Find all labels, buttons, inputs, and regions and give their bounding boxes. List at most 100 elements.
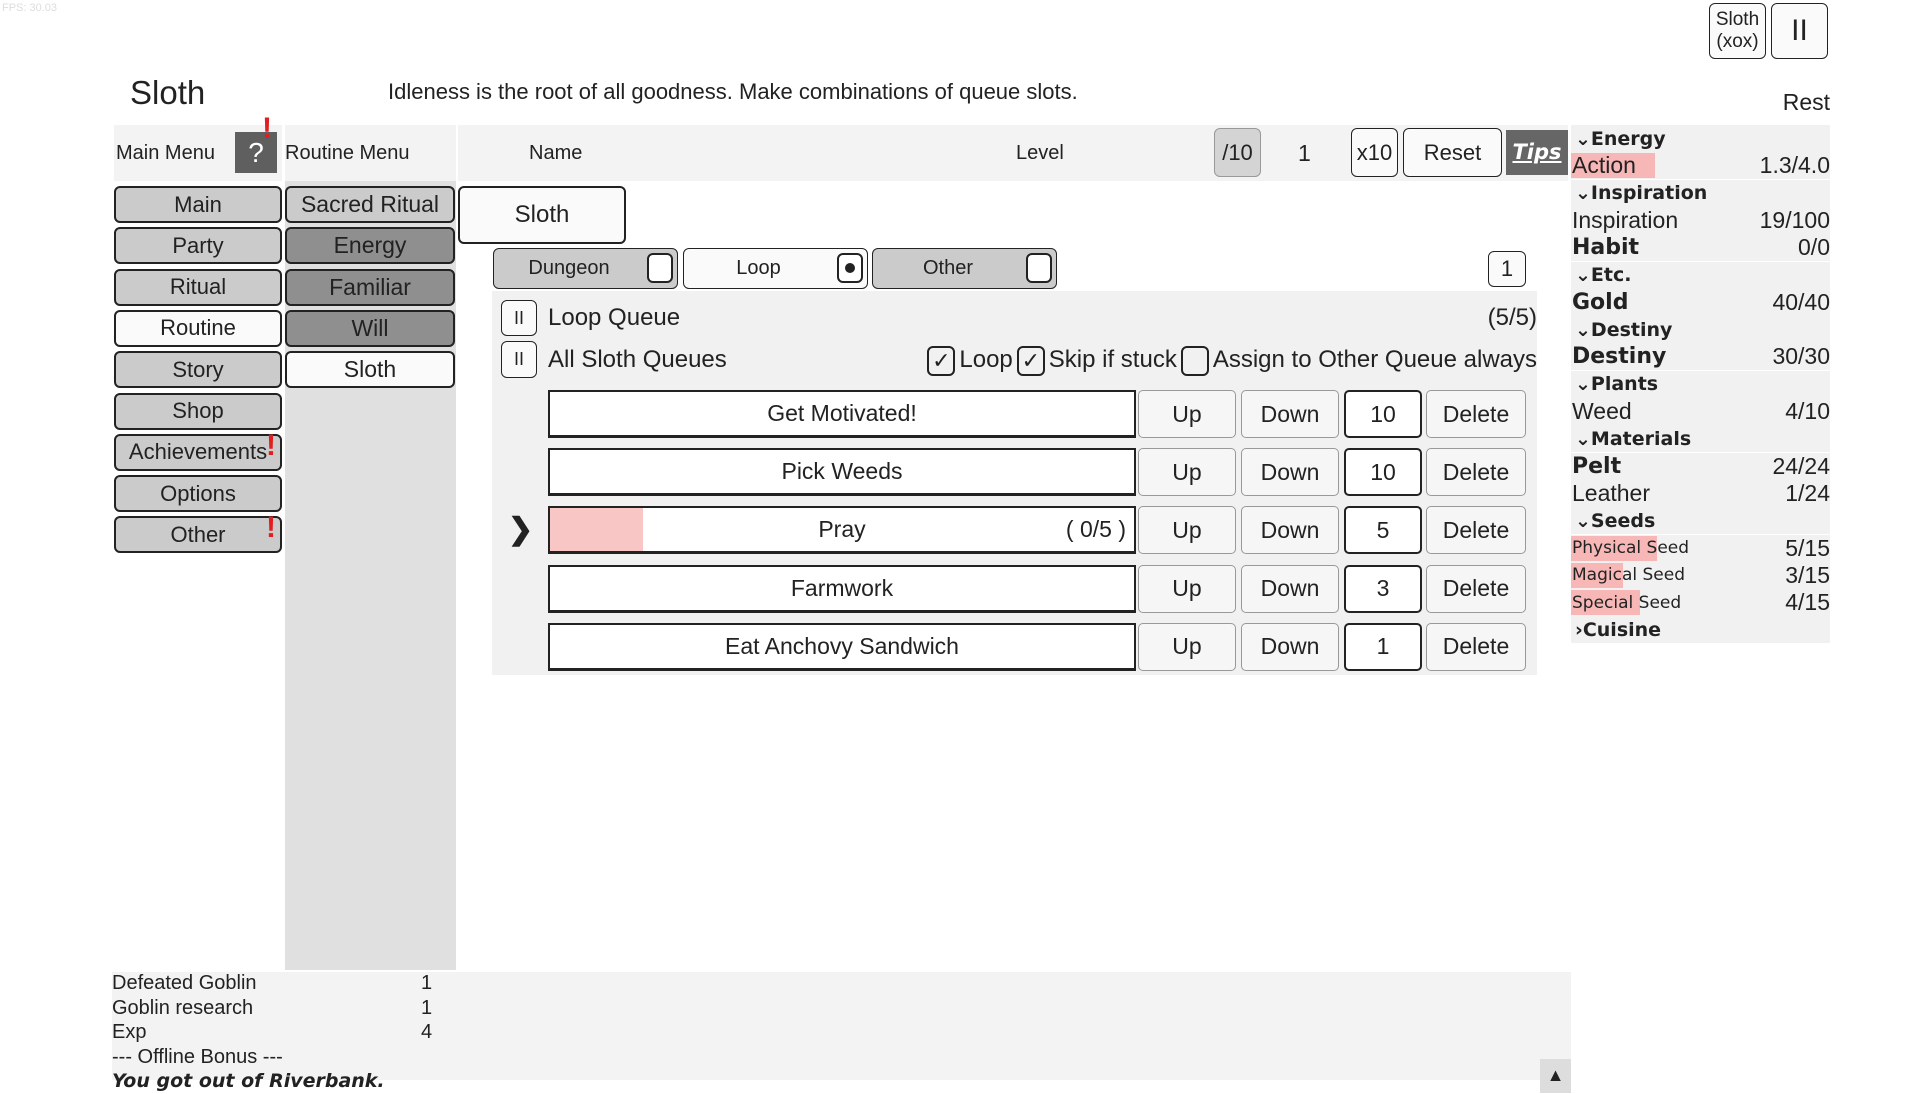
queue-type-dungeon[interactable]: Dungeon <box>493 248 678 289</box>
resource-value: 1.3/4.0 <box>1759 152 1830 179</box>
queue-down-button[interactable]: Down <box>1241 390 1339 438</box>
resource-label: Pelt <box>1572 453 1622 479</box>
resource-fill-bar <box>1571 562 1623 588</box>
main-menu-item-other[interactable]: Other <box>114 516 282 554</box>
resource-value: 1/24 <box>1785 479 1830 506</box>
resource-label: ⌄Materials <box>1575 427 1692 450</box>
times-10-button[interactable]: x10 <box>1351 128 1398 177</box>
queue-item-name[interactable]: Eat Anchovy Sandwich <box>548 622 1136 671</box>
routine-menu-item-energy[interactable]: Energy <box>285 227 455 265</box>
resource-label: Gold <box>1572 289 1629 315</box>
queue-up-button[interactable]: Up <box>1138 506 1236 555</box>
routine-menu-item-familiar[interactable]: Familiar <box>285 268 455 306</box>
reset-button[interactable]: Reset <box>1403 128 1502 177</box>
main-menu-item-options[interactable]: Options <box>114 475 282 513</box>
resource-value: 40/40 <box>1772 288 1830 315</box>
queue-item-name[interactable]: Pick Weeds <box>548 448 1136 497</box>
divide-10-button[interactable]: /10 <box>1214 128 1261 177</box>
queue-item-name[interactable]: Get Motivated! <box>548 390 1136 438</box>
queue-delete-button[interactable]: Delete <box>1426 622 1526 671</box>
all-queues-pause-button[interactable]: II <box>501 341 537 378</box>
queue-row: Farmwork Up Down 3 Delete <box>492 560 1537 617</box>
log-panel[interactable] <box>112 972 1571 1080</box>
log-line: --- Offline Bonus --- <box>112 1045 532 1070</box>
pause-button[interactable]: II <box>1771 3 1828 59</box>
queue-count-input[interactable]: 3 <box>1344 564 1422 613</box>
skip-if-stuck-checkbox[interactable]: ✓ <box>1016 346 1045 376</box>
queue-item-name[interactable]: Farmwork <box>548 564 1136 613</box>
queue-item-name[interactable]: Pray ( 0/5 ) <box>548 506 1136 555</box>
main-menu-item-story[interactable]: Story <box>114 351 282 389</box>
queue-up-button[interactable]: Up <box>1138 448 1236 497</box>
main-menu-item-achievements[interactable]: Achievements <box>114 433 282 471</box>
queue-up-button[interactable]: Up <box>1138 622 1236 671</box>
queue-delete-button[interactable]: Delete <box>1426 564 1526 613</box>
resource-item-inspiration: Inspiration 19/100 <box>1571 206 1830 234</box>
skip-if-stuck-label: Skip if stuck <box>1048 346 1177 374</box>
main-menu-item-party[interactable]: Party <box>114 227 282 265</box>
log-value: 1 <box>421 972 433 994</box>
main-menu-item-ritual[interactable]: Ritual <box>114 268 282 306</box>
log-line: Exp 4 <box>112 1020 532 1045</box>
queue-delete-button[interactable]: Delete <box>1426 448 1526 497</box>
resource-label: Weed <box>1572 398 1632 424</box>
resource-header-seeds[interactable]: ⌄Seeds <box>1571 507 1830 535</box>
routine-menu-item-sloth[interactable]: Sloth <box>285 351 455 389</box>
main-menu-item-shop[interactable]: Shop <box>114 392 282 430</box>
main-menu-item-label: Story <box>172 356 224 382</box>
queue-count-input[interactable]: 10 <box>1344 448 1422 497</box>
routine-menu-item-sacred-ritual[interactable]: Sacred Ritual <box>285 186 455 223</box>
sloth-mode-line1: Sloth <box>1715 9 1760 30</box>
routine-menu-item-label: Familiar <box>329 273 411 300</box>
queue-delete-button[interactable]: Delete <box>1426 506 1526 555</box>
queue-item-label: Pray <box>818 516 866 543</box>
resource-value: 3/15 <box>1785 561 1830 588</box>
assign-other-queue-checkbox[interactable] <box>1180 346 1209 376</box>
resource-header-etc[interactable]: ⌄Etc. <box>1571 261 1830 289</box>
loop-queue-label: Loop Queue <box>548 304 681 331</box>
resource-header-cuisine[interactable]: ›Cuisine <box>1571 616 1830 644</box>
queue-up-button[interactable]: Up <box>1138 390 1236 438</box>
queue-number-button[interactable]: 1 <box>1488 251 1526 287</box>
sloth-mode-button[interactable]: Sloth (xox) <box>1709 3 1766 59</box>
loop-checkbox[interactable]: ✓ <box>927 346 956 376</box>
help-button[interactable]: ? <box>235 132 277 173</box>
resource-header-destiny[interactable]: ⌄Destiny <box>1571 316 1830 344</box>
resource-header-materials[interactable]: ⌄Materials <box>1571 425 1830 453</box>
help-alert-icon: ! <box>262 112 272 145</box>
queue-delete-button[interactable]: Delete <box>1426 390 1526 438</box>
routine-menu-item-will[interactable]: Will <box>285 309 455 347</box>
log-label: You got out of Riverbank. <box>112 1070 385 1092</box>
main-menu-item-routine[interactable]: Routine <box>114 309 282 347</box>
tips-button[interactable]: Tips <box>1506 130 1568 175</box>
resource-value: 30/30 <box>1772 343 1830 370</box>
resource-header-inspiration[interactable]: ⌄Inspiration <box>1571 179 1830 207</box>
page-title: Sloth <box>130 74 206 111</box>
resource-header-energy[interactable]: ⌄Energy <box>1571 125 1830 152</box>
queue-down-button[interactable]: Down <box>1241 448 1339 497</box>
queue-count-input[interactable]: 10 <box>1344 390 1422 438</box>
main-menu-item-label: Ritual <box>169 274 227 300</box>
queue-count-input[interactable]: 1 <box>1344 622 1422 671</box>
scroll-up-button[interactable]: ▲ <box>1540 1059 1571 1093</box>
queue-count-input[interactable]: 5 <box>1344 506 1422 555</box>
resource-label: ⌄Plants <box>1575 373 1659 396</box>
queue-down-button[interactable]: Down <box>1241 564 1339 613</box>
resource-label: Inspiration <box>1572 206 1679 233</box>
queue-type-other[interactable]: Other <box>872 248 1057 289</box>
resource-fill-bar <box>1571 153 1656 179</box>
main-menu-item-main[interactable]: Main <box>114 186 282 223</box>
main-menu-label: Main Menu <box>116 142 215 164</box>
resource-header-plants[interactable]: ⌄Plants <box>1571 370 1830 398</box>
routine-menu-header: Routine Menu <box>285 125 456 181</box>
resource-fill-bar <box>1571 590 1641 616</box>
loop-queue-pause-button[interactable]: II <box>501 300 537 336</box>
queue-type-loop[interactable]: Loop <box>682 248 868 289</box>
queue-down-button[interactable]: Down <box>1241 506 1339 555</box>
level-column-header: Level <box>1016 142 1064 164</box>
tab-sloth[interactable]: Sloth <box>458 186 626 244</box>
queue-up-button[interactable]: Up <box>1138 564 1236 613</box>
queue-down-button[interactable]: Down <box>1241 622 1339 671</box>
routine-menu-item-label: Will <box>351 314 389 341</box>
queue-type-label: Other <box>922 257 974 279</box>
